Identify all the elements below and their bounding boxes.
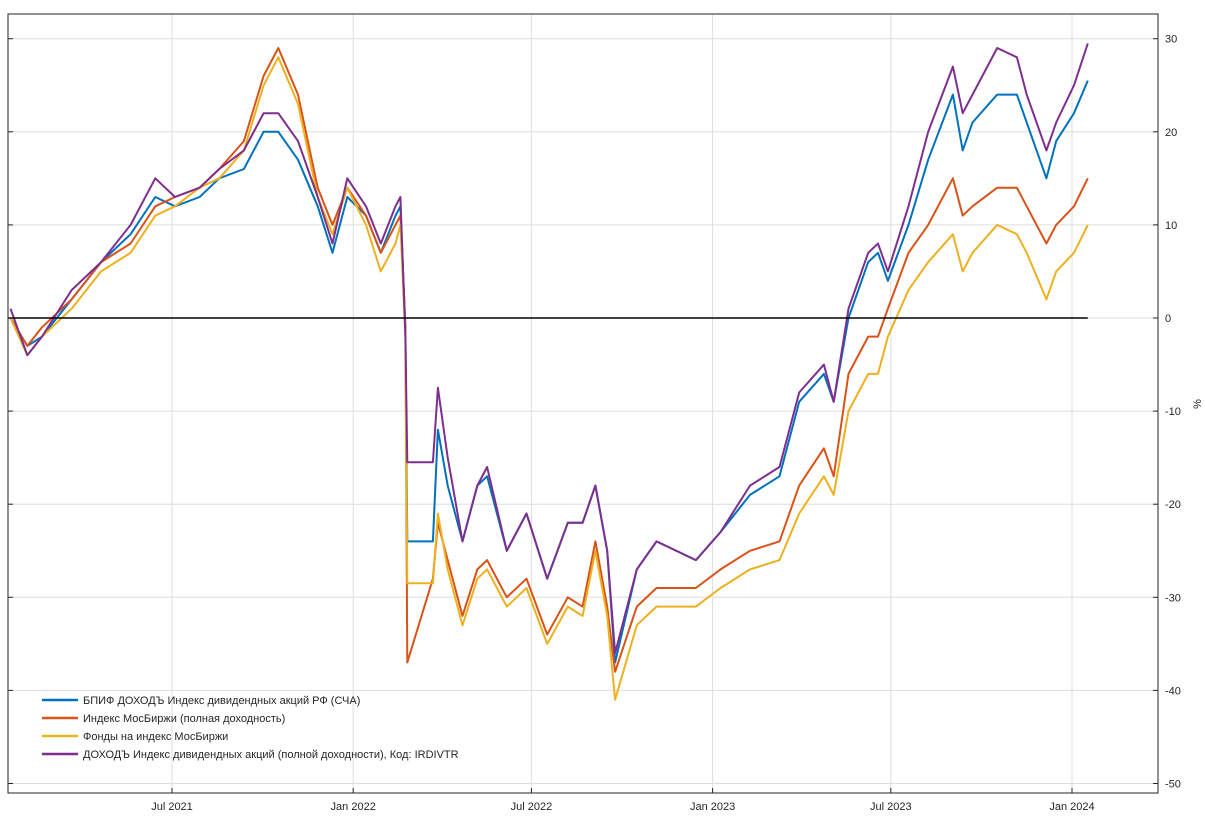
- series-lines: [9, 43, 1089, 701]
- y-tick-label: 30: [1165, 34, 1177, 46]
- plot-frame: [7, 13, 1159, 794]
- y-tick-label: -20: [1165, 499, 1181, 511]
- y-tick-label: 20: [1165, 127, 1177, 139]
- y-tick-label: -50: [1165, 779, 1181, 791]
- x-tick-label: Jan 2024: [1049, 801, 1094, 813]
- x-tick-label: Jan 2023: [690, 801, 735, 813]
- y-tick-label: -10: [1165, 406, 1181, 418]
- series-line-4: [9, 43, 1089, 655]
- x-tick-label: Jan 2022: [331, 801, 376, 813]
- y-axis: 30 20 10 0 -10 -20 -30 -40 -50: [8, 34, 1181, 791]
- y-tick-label: 10: [1165, 220, 1177, 232]
- legend-label-4: ДОХОДЪ Индекс дивидендных акций (полной …: [83, 749, 459, 761]
- y-tick-label: -30: [1165, 592, 1181, 604]
- y-tick-label: 0: [1165, 313, 1171, 325]
- legend: БПИФ ДОХОДЪ Индекс дивидендных акций РФ …: [42, 695, 459, 761]
- grid: [8, 14, 1158, 793]
- x-tick-label: Jul 2023: [870, 801, 912, 813]
- x-tick-label: Jul 2022: [511, 801, 553, 813]
- x-axis: Jul 2021 Jan 2022 Jul 2022 Jan 2023 Jul 2023…: [151, 788, 1095, 813]
- y-tick-label: -40: [1165, 685, 1181, 697]
- legend-label-1: БПИФ ДОХОДЪ Индекс дивидендных акций РФ …: [83, 695, 360, 707]
- legend-label-3: Фонды на индекс МосБиржи: [83, 731, 228, 743]
- legend-label-2: Индекс МосБиржи (полная доходность): [83, 713, 285, 725]
- series-line-2: [9, 47, 1089, 673]
- y-axis-label: %: [1192, 399, 1204, 409]
- series-line-3: [9, 56, 1089, 701]
- x-tick-label: Jul 2021: [151, 801, 193, 813]
